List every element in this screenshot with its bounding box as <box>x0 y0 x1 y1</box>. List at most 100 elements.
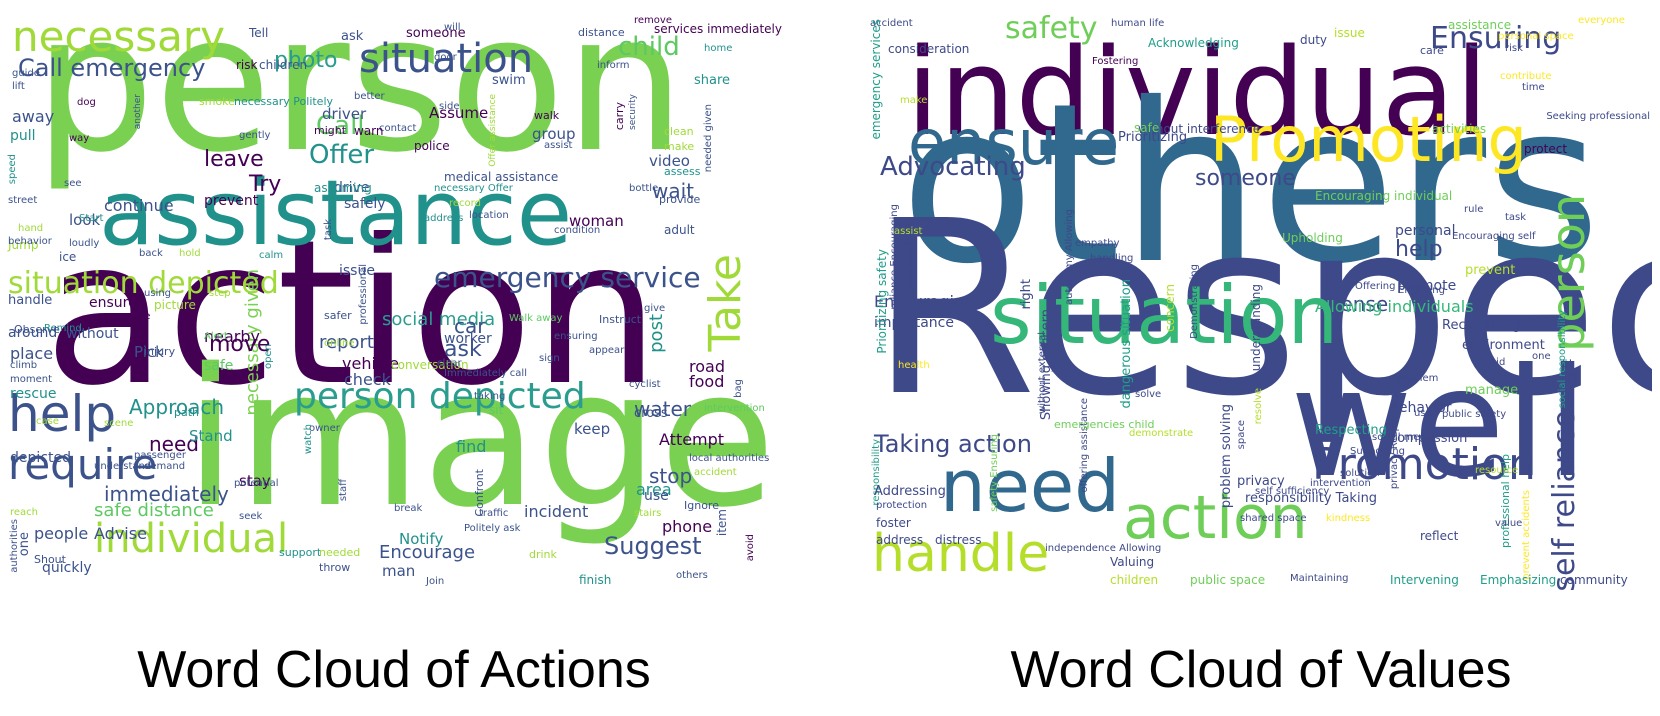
word-actions: reach <box>10 507 39 518</box>
word-values: self reliance <box>1547 410 1582 592</box>
word-actions: conversation <box>391 358 469 372</box>
word-actions: Instruct <box>599 313 642 326</box>
word-actions: assuming <box>314 181 372 195</box>
word-actions: without <box>66 326 119 342</box>
word-actions: person <box>34 14 686 194</box>
word-values: promote <box>1397 278 1457 294</box>
word-actions: walk <box>534 109 560 122</box>
word-values: Addressing <box>874 484 946 499</box>
word-actions: give <box>644 303 666 314</box>
word-values: Valuing <box>1110 555 1155 569</box>
word-actions: Call emergency <box>18 54 206 82</box>
word-actions: video <box>649 152 690 170</box>
word-values: empathy <box>1075 238 1120 249</box>
word-actions: hand <box>18 223 44 234</box>
word-actions: door <box>434 52 457 63</box>
word-actions: ask <box>444 337 482 362</box>
word-actions: owner <box>309 423 340 434</box>
word-actions: Approach <box>129 395 225 419</box>
word-actions: social media <box>382 309 496 330</box>
word-actions: sign <box>539 353 560 364</box>
word-actions: water <box>634 397 691 421</box>
word-values: Allowing individuals <box>1315 297 1474 316</box>
word-values: offering assistance <box>1079 398 1090 493</box>
word-values: ensure <box>908 106 1120 179</box>
word-actions: condition <box>554 225 601 236</box>
word-actions: risk <box>236 58 258 72</box>
word-values: handling <box>1090 253 1134 264</box>
word-actions: leave <box>204 147 264 172</box>
word-actions: side <box>439 101 460 112</box>
word-actions: assistance <box>99 161 573 266</box>
word-values: Encouraging individual <box>1315 189 1453 203</box>
word-values: personal space <box>1498 31 1574 42</box>
word-actions: Remind <box>44 323 82 334</box>
word-values: foster <box>876 516 911 530</box>
word-values: activities <box>1432 122 1487 136</box>
word-actions: Immediately call <box>444 368 527 379</box>
word-values: one <box>1532 351 1551 362</box>
word-values: emergencies child <box>1054 418 1155 431</box>
word-values: help <box>1395 237 1443 262</box>
word-values: shared space <box>1240 513 1307 524</box>
word-actions: carry <box>613 102 626 131</box>
word-actions: services immediately <box>654 22 782 36</box>
word-actions: child <box>618 32 680 62</box>
word-actions: Offer <box>309 140 375 170</box>
word-values: resolve <box>1253 388 1264 425</box>
word-actions: pull <box>10 128 36 144</box>
word-actions: avoid <box>745 534 756 562</box>
word-actions: Start <box>79 213 104 224</box>
word-actions: injury <box>144 345 176 358</box>
word-actions: location <box>469 210 509 221</box>
word-values: Respect <box>870 169 1652 449</box>
word-actions: emergency service <box>434 261 701 294</box>
word-actions: step <box>209 288 231 299</box>
word-actions: record <box>449 198 481 209</box>
word-actions: traffic <box>479 508 509 519</box>
word-actions: one <box>17 532 32 557</box>
word-actions: case <box>36 416 59 427</box>
word-actions: will <box>444 22 461 33</box>
word-values: Promoting <box>1210 103 1527 176</box>
word-actions: around <box>8 325 58 341</box>
word-values: avoid <box>1478 357 1506 368</box>
word-values: public safety <box>1442 409 1507 420</box>
word-values: consideration <box>888 42 970 56</box>
word-actions: needed given <box>703 104 714 173</box>
word-actions: assess <box>664 165 701 178</box>
word-actions: adult <box>664 223 695 237</box>
word-actions: Alert <box>204 331 228 342</box>
word-actions: Join <box>426 576 445 587</box>
word-actions: see <box>64 178 82 189</box>
word-values: solution <box>1340 468 1380 479</box>
word-actions: use <box>644 488 669 504</box>
word-actions: provide <box>659 193 701 206</box>
word-values: value <box>1495 518 1523 529</box>
word-actions: demand <box>144 461 186 472</box>
word-actions: clean <box>664 125 694 138</box>
word-values: accident <box>870 18 913 29</box>
word-actions: online <box>324 338 355 349</box>
word-values: importance <box>874 315 954 331</box>
word-actions: share <box>694 73 731 88</box>
word-actions: rescue <box>10 386 57 402</box>
word-actions: road <box>689 357 725 376</box>
word-values: community <box>1560 573 1628 587</box>
word-actions: medical assistance <box>444 170 559 184</box>
word-actions: driver <box>322 105 367 123</box>
word-actions: safe distance <box>94 500 214 521</box>
word-values: others <box>900 56 1601 312</box>
word-values: social media <box>1372 432 1435 443</box>
word-actions: Take <box>700 254 751 352</box>
word-actions: Tell <box>249 26 269 40</box>
word-actions: check <box>344 370 391 389</box>
word-actions: person depicted <box>294 376 586 417</box>
word-actions: hold <box>179 248 201 259</box>
word-actions: make <box>664 140 695 153</box>
word-values: assist <box>894 226 923 237</box>
word-actions: safer <box>324 309 352 322</box>
word-actions: calm <box>259 250 284 261</box>
word-actions: Attempt <box>659 430 725 449</box>
word-actions: address <box>424 213 464 224</box>
